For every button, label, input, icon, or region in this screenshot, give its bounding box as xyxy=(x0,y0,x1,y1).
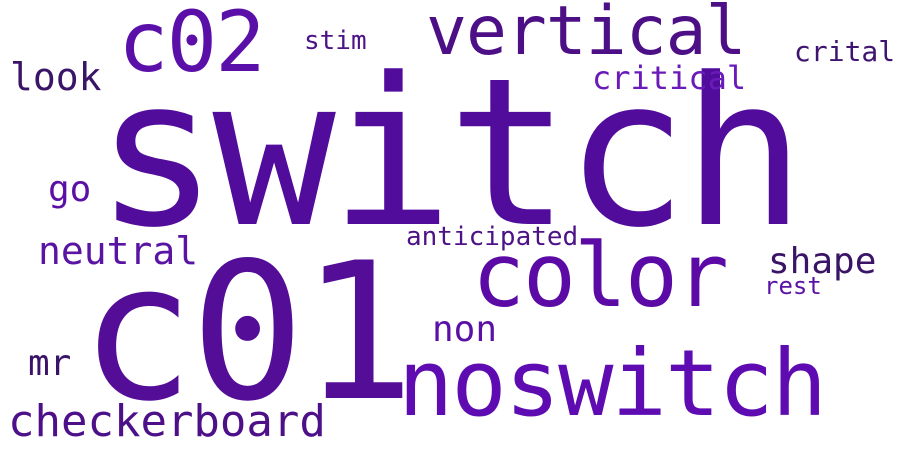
word-critical: critical xyxy=(592,59,747,97)
word-c01: c01 xyxy=(80,222,415,443)
word-non: non xyxy=(432,309,498,350)
word-rest: rest xyxy=(764,272,822,300)
word-switch: switch xyxy=(95,35,806,273)
word-mr: mr xyxy=(28,343,72,384)
word-c02: c02 xyxy=(118,0,266,91)
word-look: look xyxy=(10,55,102,99)
word-neutral: neutral xyxy=(38,229,199,273)
word-checkerboard: checkerboard xyxy=(8,396,326,447)
word-noswitch: noswitch xyxy=(398,330,827,437)
word-stim: stim xyxy=(304,26,367,56)
word-shape: shape xyxy=(768,241,877,282)
word-crital: crital xyxy=(794,35,896,68)
word-color: color xyxy=(472,224,729,327)
word-vertical: vertical xyxy=(426,0,747,71)
word-anticipated: anticipated xyxy=(406,222,579,252)
word-go: go xyxy=(48,169,92,210)
